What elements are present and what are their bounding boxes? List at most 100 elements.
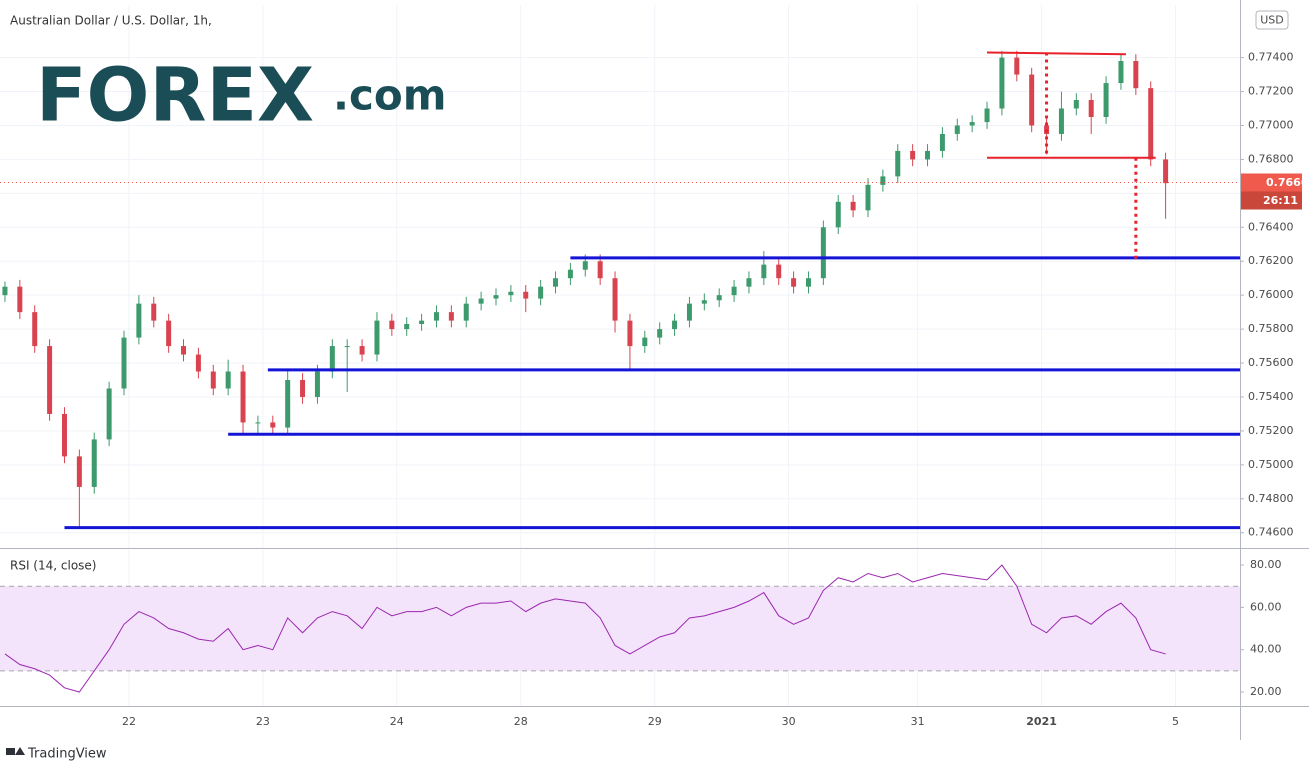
candle-body bbox=[166, 320, 172, 347]
rsi-line bbox=[4, 564, 1166, 693]
candle-body bbox=[761, 264, 767, 279]
x-tick-label: 5 bbox=[1172, 715, 1179, 728]
candle-body bbox=[344, 346, 350, 348]
candle-body bbox=[478, 298, 484, 304]
candle-body bbox=[1118, 60, 1124, 84]
candle-body bbox=[195, 354, 201, 372]
candle-body bbox=[181, 346, 187, 355]
x-tick-label: 24 bbox=[390, 715, 404, 728]
last-price-box bbox=[1240, 173, 1302, 192]
y-tick-label: 0.76800 bbox=[1248, 152, 1294, 165]
x-tick-label: 22 bbox=[122, 715, 136, 728]
candle-body bbox=[895, 150, 901, 177]
candle-body bbox=[493, 295, 499, 299]
candle-body bbox=[865, 184, 871, 211]
candle-body bbox=[910, 150, 916, 160]
y-tick-label: 0.75200 bbox=[1248, 424, 1294, 437]
candle-body bbox=[850, 201, 856, 211]
countdown-box bbox=[1240, 191, 1302, 210]
tradingview-icon bbox=[6, 747, 25, 755]
y-tick-label: 60.00 bbox=[1250, 600, 1282, 613]
candle-body bbox=[820, 227, 826, 279]
candle-body bbox=[835, 201, 841, 228]
candle-body bbox=[359, 346, 365, 355]
candle-body bbox=[642, 337, 648, 347]
candle-body bbox=[389, 320, 395, 330]
candle-body bbox=[329, 346, 335, 372]
candle-body bbox=[1163, 159, 1169, 184]
currency-badge[interactable] bbox=[1255, 10, 1289, 30]
candle-body bbox=[285, 380, 291, 428]
candle-body bbox=[582, 261, 588, 270]
y-tick-label: 0.75000 bbox=[1248, 458, 1294, 471]
footer-brand: TradingView bbox=[27, 747, 107, 762]
candle-body bbox=[508, 291, 514, 296]
candle-body bbox=[999, 57, 1005, 109]
candle-body bbox=[701, 300, 707, 304]
candle-body bbox=[969, 122, 975, 126]
rsi-band bbox=[0, 586, 1240, 671]
candle-body bbox=[746, 278, 752, 287]
marks bbox=[2, 50, 1169, 693]
candle-body bbox=[255, 422, 261, 424]
candle-body bbox=[240, 371, 246, 423]
y-tick-label: 0.77200 bbox=[1248, 85, 1294, 98]
candle-body bbox=[374, 320, 380, 355]
candle-body bbox=[17, 286, 23, 313]
x-tick-label: 29 bbox=[648, 715, 662, 728]
countdown-label: 26:11 bbox=[1263, 194, 1298, 207]
y-tick-label: 0.75800 bbox=[1248, 322, 1294, 335]
x-tick-label: 23 bbox=[256, 715, 270, 728]
symbol-title: Australian Dollar / U.S. Dollar, 1h, bbox=[10, 14, 212, 28]
candle-body bbox=[1014, 57, 1020, 75]
candle-body bbox=[612, 278, 618, 321]
last-price-label: 0.76664 bbox=[1266, 176, 1309, 189]
rsi-title: RSI (14, close) bbox=[10, 559, 96, 573]
candle-body bbox=[553, 278, 559, 287]
candle-body bbox=[1029, 74, 1035, 126]
candle-body bbox=[686, 303, 692, 321]
candle-body bbox=[939, 133, 945, 151]
drawing-line bbox=[987, 51, 1126, 56]
candle-body bbox=[523, 291, 529, 299]
candle-body bbox=[2, 286, 8, 296]
candle-body bbox=[300, 380, 306, 397]
grid bbox=[0, 5, 1240, 706]
candle-body bbox=[627, 320, 633, 347]
candle-body bbox=[47, 346, 53, 414]
candle-body bbox=[731, 286, 737, 296]
y-tick-label: 20.00 bbox=[1250, 685, 1282, 698]
candle-body bbox=[448, 312, 454, 321]
candle-body bbox=[91, 439, 97, 487]
candle-body bbox=[1058, 108, 1064, 134]
logo-suffix: .com bbox=[333, 71, 446, 120]
candle-body bbox=[463, 303, 469, 321]
x-tick-label: 31 bbox=[911, 715, 925, 728]
candle-body bbox=[791, 278, 797, 287]
currency-label[interactable]: USD bbox=[1260, 14, 1284, 27]
candle-body bbox=[1148, 88, 1154, 160]
candle-body bbox=[136, 303, 142, 338]
candle-body bbox=[419, 320, 425, 325]
candle-body bbox=[657, 329, 663, 338]
candle-body bbox=[984, 108, 990, 123]
candle-body bbox=[433, 312, 439, 321]
candle-body bbox=[672, 320, 678, 330]
y-tick-label: 80.00 bbox=[1250, 558, 1282, 571]
candle-body bbox=[1133, 60, 1139, 89]
candle-body bbox=[1073, 100, 1079, 109]
x-tick-label: 30 bbox=[782, 715, 796, 728]
candle-body bbox=[716, 295, 722, 301]
y-tick-label: 0.74600 bbox=[1248, 526, 1294, 539]
candle-body bbox=[954, 125, 960, 134]
logo-name: FOREX bbox=[36, 53, 314, 139]
candle-body bbox=[210, 371, 216, 389]
y-tick-label: 0.77400 bbox=[1248, 51, 1294, 64]
overlay: 22 23 24 28 29 30 31 2021 5 0.74600 0.74800 0.75000… bbox=[0, 51, 1309, 728]
candle-body bbox=[1103, 83, 1109, 117]
candle-body bbox=[61, 413, 67, 457]
candle-body bbox=[404, 324, 410, 330]
candle-body bbox=[121, 337, 127, 389]
y-tick-label: 0.76000 bbox=[1248, 288, 1294, 301]
